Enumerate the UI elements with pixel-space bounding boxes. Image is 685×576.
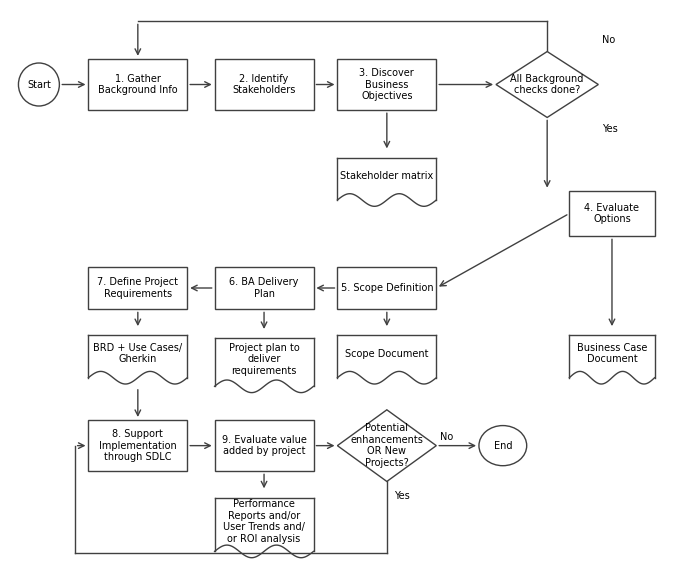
Text: BRD + Use Cases/
Gherkin: BRD + Use Cases/ Gherkin bbox=[93, 343, 182, 365]
Text: 6. BA Delivery
Plan: 6. BA Delivery Plan bbox=[229, 277, 299, 299]
Ellipse shape bbox=[18, 63, 60, 106]
Text: 8. Support
Implementation
through SDLC: 8. Support Implementation through SDLC bbox=[99, 429, 177, 462]
FancyBboxPatch shape bbox=[88, 267, 187, 309]
Polygon shape bbox=[88, 335, 187, 384]
FancyBboxPatch shape bbox=[214, 420, 314, 471]
Text: 2. Identify
Stakeholders: 2. Identify Stakeholders bbox=[232, 74, 296, 95]
Polygon shape bbox=[569, 335, 655, 384]
FancyBboxPatch shape bbox=[88, 420, 187, 471]
Text: Yes: Yes bbox=[394, 491, 410, 501]
FancyBboxPatch shape bbox=[338, 59, 436, 110]
FancyBboxPatch shape bbox=[338, 267, 436, 309]
Text: 7. Define Project
Requirements: 7. Define Project Requirements bbox=[97, 277, 178, 299]
Text: Start: Start bbox=[27, 79, 51, 89]
Polygon shape bbox=[214, 338, 314, 393]
Text: 3. Discover
Business
Objectives: 3. Discover Business Objectives bbox=[360, 68, 414, 101]
Polygon shape bbox=[214, 498, 314, 558]
Text: Project plan to
deliver
requirements: Project plan to deliver requirements bbox=[229, 343, 299, 376]
Text: 9. Evaluate value
added by project: 9. Evaluate value added by project bbox=[222, 435, 306, 456]
Polygon shape bbox=[496, 51, 598, 118]
FancyBboxPatch shape bbox=[569, 191, 655, 236]
Text: 5. Scope Definition: 5. Scope Definition bbox=[340, 283, 433, 293]
Polygon shape bbox=[338, 410, 436, 482]
Text: No: No bbox=[601, 35, 615, 45]
Text: All Background
checks done?: All Background checks done? bbox=[510, 74, 584, 95]
Text: Stakeholder matrix: Stakeholder matrix bbox=[340, 171, 434, 181]
Ellipse shape bbox=[479, 426, 527, 466]
Text: End: End bbox=[494, 441, 512, 450]
FancyBboxPatch shape bbox=[214, 59, 314, 110]
Text: Yes: Yes bbox=[601, 124, 617, 134]
Text: Performance
Reports and/or
User Trends and/
or ROI analysis: Performance Reports and/or User Trends a… bbox=[223, 499, 305, 544]
FancyBboxPatch shape bbox=[214, 267, 314, 309]
Text: Scope Document: Scope Document bbox=[345, 348, 429, 359]
FancyBboxPatch shape bbox=[88, 59, 187, 110]
Polygon shape bbox=[338, 335, 436, 384]
Text: 1. Gather
Background Info: 1. Gather Background Info bbox=[98, 74, 177, 95]
Text: Potential
enhancements
OR New
Projects?: Potential enhancements OR New Projects? bbox=[351, 423, 423, 468]
Text: 4. Evaluate
Options: 4. Evaluate Options bbox=[584, 203, 640, 224]
Text: Business Case
Document: Business Case Document bbox=[577, 343, 647, 365]
Text: No: No bbox=[440, 432, 453, 442]
Polygon shape bbox=[338, 158, 436, 206]
